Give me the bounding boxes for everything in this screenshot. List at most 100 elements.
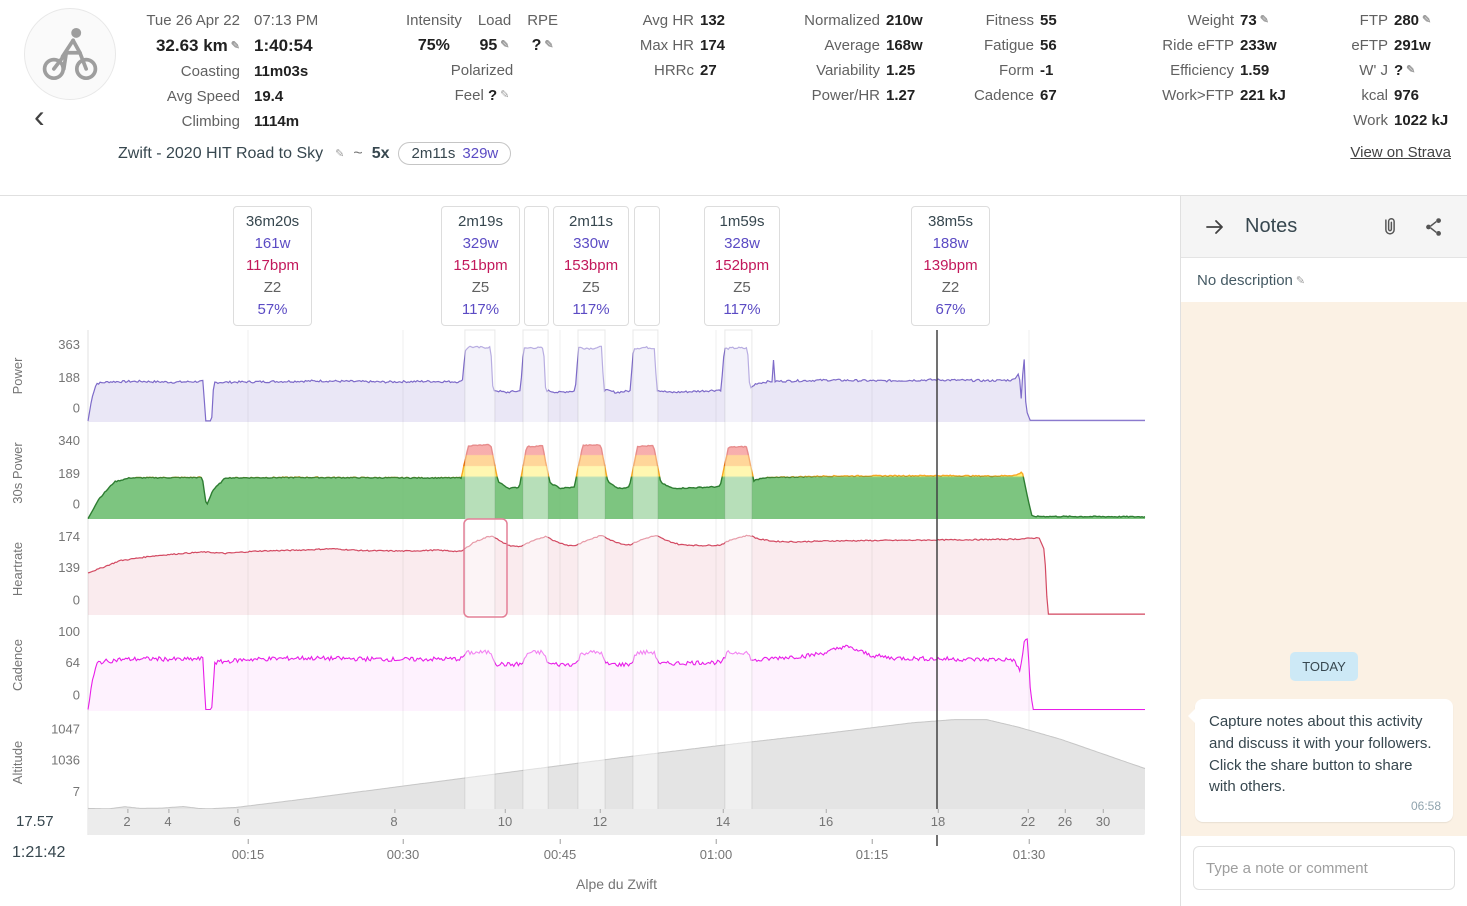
interval-stat: 329w [462, 235, 499, 252]
chart-axis-name: Altitude [10, 741, 25, 784]
attachment-button[interactable] [1375, 212, 1405, 242]
y-tick-label: 0 [73, 687, 80, 702]
header-stat-row: 32.63 km ✎ 1:40:54 [155, 36, 313, 55]
distance-axis-band[interactable]: 2 4 6 8 10 12 14 16 18 22 26 30 [88, 809, 1145, 835]
interval-highlight-band[interactable] [577, 329, 606, 811]
header-heartrate-stats: Avg HR 132 Max HR 174 HRRc 27 [622, 8, 725, 83]
edit-icon[interactable]: ✎ [1259, 14, 1269, 26]
y-tick-label: 1036 [51, 753, 80, 768]
today-date-chip: TODAY [1290, 652, 1358, 681]
edit-icon[interactable]: ✎ [230, 40, 240, 52]
distance-tick-label: 22 [1020, 809, 1036, 829]
edit-description-icon[interactable]: ✎ [1295, 274, 1306, 287]
notes-header: Notes [1181, 196, 1467, 258]
interval-stat: 188w [932, 235, 969, 252]
interval-stat: 328w [724, 235, 760, 252]
hr-series-area [88, 535, 1145, 615]
cursor-time-label: 1:21:42 [12, 844, 66, 861]
y-tick-label: 188 [58, 370, 80, 385]
welcome-message-bubble: Capture notes about this activity and di… [1188, 699, 1453, 822]
distance-tick-label: 12 [592, 809, 608, 829]
y-tick-label: 0 [73, 496, 80, 511]
interval-summary-pill[interactable]: 2m11s 329w [398, 142, 512, 165]
header-stat-row: Max HR 174 [639, 37, 726, 54]
time-tick-label: 01:00 [699, 839, 733, 862]
edit-icon[interactable]: ✎ [500, 39, 510, 51]
activity-title: Zwift - 2020 HIT Road to Sky [118, 144, 324, 162]
interval-highlight-band[interactable] [632, 329, 659, 811]
header-datetime-stats: Tue 26 Apr 22 07:13 PM 32.63 km ✎ 1:40:54 Coa… [118, 8, 318, 134]
share-button[interactable] [1419, 212, 1449, 242]
view-on-strava-link[interactable]: View on Strava [1350, 144, 1451, 161]
distance-tick-label: 6 [233, 809, 241, 829]
interval-stat: Z5 [471, 279, 490, 296]
distance-total-label: 17.57 [16, 813, 54, 830]
header-stat-row: Work 1022 kJ [1353, 112, 1449, 129]
interval-label-box[interactable]: 2m19s 329w 151bpm Z5 117% [441, 206, 520, 326]
y-tick-label: 7 [73, 784, 80, 799]
distance-tick-label: 18 [930, 809, 946, 829]
note-input[interactable] [1193, 846, 1455, 890]
header-stat-cell: RPE? ✎ [527, 12, 559, 54]
interval-label-box[interactable]: 2m11s 330w 153bpm Z5 117% [553, 206, 629, 326]
header-stat-row: Average 168w [824, 37, 923, 54]
edit-icon[interactable]: ✎ [1406, 64, 1416, 76]
notes-panel: Notes No description ✎ TODAY Capture no [1181, 196, 1467, 906]
edit-title-icon[interactable]: ✎ [335, 148, 345, 160]
polarized-label: Polarized [450, 62, 514, 79]
y-tick-label: 340 [58, 433, 80, 448]
distance-tick-label: 14 [715, 809, 731, 829]
distance-tick-label: 10 [497, 809, 513, 829]
activity-chart-panel: 36m20s 161w 117bpm Z2 57% 2m19s 329w 151bpm Z5 11… [0, 196, 1181, 906]
no-description-label: No description [1197, 271, 1293, 289]
edit-icon[interactable]: ✎ [1422, 14, 1432, 26]
edit-icon[interactable]: ✎ [544, 39, 554, 51]
header-stat-row: Normalized 210w [804, 12, 923, 29]
pill-power: 329w [462, 145, 499, 162]
time-tick-label: 01:30 [1012, 839, 1046, 862]
activity-type-avatar[interactable] [24, 8, 116, 100]
distance-tick-label: 16 [818, 809, 834, 829]
interval-label-box[interactable] [634, 206, 660, 326]
hr-series-line [87, 534, 1145, 615]
header-stat-row: Tue 26 Apr 22 07:13 PM [146, 12, 319, 29]
distance-tick-label: 2 [123, 809, 131, 829]
header-stat-row: Coasting 11m03s [180, 63, 309, 80]
time-tick-label: 01:15 [855, 839, 889, 862]
header-stat-row: Power/HR 1.27 [811, 87, 916, 104]
header-stat-row: HRRc 27 [654, 62, 717, 79]
activity-title-row: Zwift - 2020 HIT Road to Sky ✎ ~ 5x 2m11… [118, 142, 512, 165]
hr-selection-box[interactable] [463, 518, 508, 618]
interval-label-box[interactable]: 36m20s 161w 117bpm Z2 57% [233, 206, 312, 326]
notes-chat-area: TODAY Capture notes about this activity … [1181, 302, 1467, 836]
activity-summary-header: ‹ Tue 26 Apr 22 07:13 PM 32.63 km ✎ 1:40:54 C… [0, 0, 1467, 196]
header-fitness-stats: Fitness 55 Fatigue 56 Form -1 Cadence 67 [962, 8, 1057, 108]
header-stat-row: Work>FTP 221 kJ [1162, 87, 1286, 104]
edit-icon[interactable]: ✎ [500, 89, 510, 101]
header-stat-row: W' J? ✎ [1359, 62, 1416, 79]
interval-label-box[interactable]: 1m59s 328w 152bpm Z5 117% [704, 206, 780, 326]
interval-highlight-band[interactable] [522, 329, 549, 811]
interval-stat: 151bpm [453, 257, 508, 274]
description-row[interactable]: No description ✎ [1181, 258, 1467, 302]
time-tick-label: 00:15 [231, 839, 265, 862]
note-input-row [1181, 836, 1467, 906]
collapse-notes-button[interactable] [1199, 211, 1231, 243]
interval-stat: 117% [572, 301, 610, 318]
interval-highlight-band[interactable] [464, 329, 496, 811]
interval-reps-label: 5x [371, 144, 390, 162]
back-button[interactable]: ‹ [34, 98, 45, 134]
y-tick-label: 139 [58, 560, 80, 575]
header-weight-stats: Weight 73 ✎ Ride eFTP 233w Efficiency 1.59 Work… [1128, 8, 1286, 108]
power-series-line [87, 345, 1145, 422]
interval-label-box[interactable]: 38m5s 188w 139bpm Z2 67% [911, 206, 990, 326]
interval-stat: 161w [254, 235, 291, 252]
header-stat-row: Weight 73 ✎ [1187, 12, 1269, 29]
chart-axis-name: Cadence [10, 639, 25, 691]
feel-row: Feel ? ✎ [454, 87, 510, 104]
y-tick-label: 100 [58, 624, 80, 639]
interval-label-box[interactable] [524, 206, 549, 326]
interval-highlight-band[interactable] [724, 329, 753, 811]
interval-stat: 153bpm [563, 257, 619, 274]
